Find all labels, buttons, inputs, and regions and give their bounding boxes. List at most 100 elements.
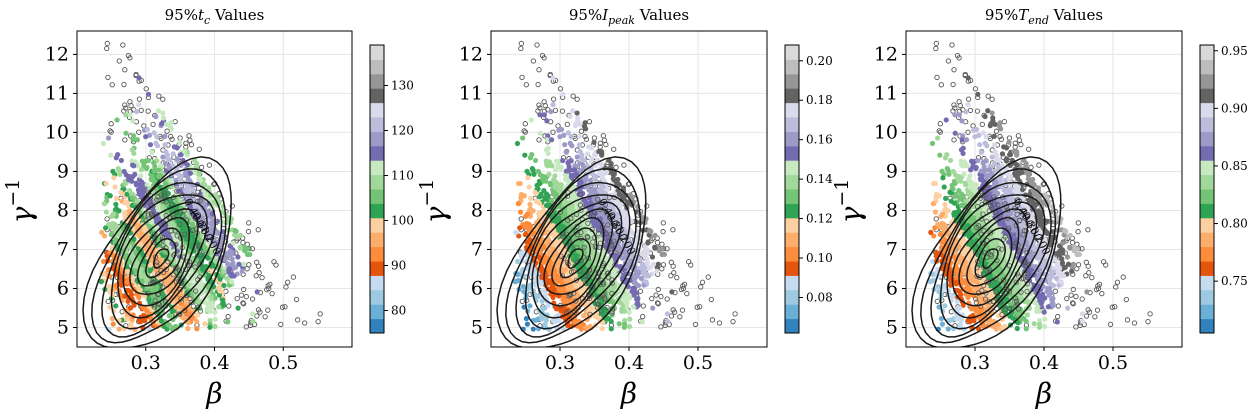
data-point	[548, 182, 554, 188]
outlier-point	[269, 290, 275, 297]
outlier-point	[253, 273, 259, 279]
data-point	[520, 135, 526, 141]
data-point	[130, 137, 136, 143]
data-point	[610, 176, 616, 182]
data-point	[621, 324, 628, 330]
outlier-point	[149, 211, 155, 217]
data-point	[145, 157, 152, 164]
data-point	[532, 189, 538, 195]
outlier-point	[559, 108, 566, 114]
colorbar-tick-label: 80	[391, 304, 406, 318]
outlier-point	[256, 270, 262, 276]
x-tick-label: 0.5	[268, 352, 298, 374]
data-point	[147, 142, 154, 148]
data-point	[202, 244, 208, 250]
data-point	[592, 152, 599, 158]
data-point	[582, 120, 588, 126]
outlier-point	[570, 93, 576, 99]
data-point	[155, 247, 162, 254]
data-point	[142, 258, 148, 264]
colorbar-segment	[370, 189, 384, 204]
outlier-point	[241, 286, 247, 293]
data-point	[166, 165, 173, 171]
data-point	[124, 279, 130, 285]
data-point	[197, 283, 203, 289]
outlier-point	[136, 129, 142, 135]
data-point	[184, 162, 191, 168]
data-point	[145, 91, 152, 97]
data-point	[609, 299, 616, 305]
data-point	[577, 160, 583, 166]
outlier-point	[530, 58, 537, 64]
data-point	[644, 256, 650, 262]
data-point	[517, 180, 523, 187]
data-point	[565, 130, 572, 136]
data-point	[539, 298, 545, 304]
data-point	[224, 275, 230, 282]
data-point	[247, 251, 253, 258]
data-point	[105, 135, 112, 141]
data-point	[556, 317, 562, 324]
data-point	[523, 224, 529, 230]
data-point	[163, 187, 169, 193]
outlier-point	[684, 290, 690, 297]
data-point	[237, 245, 243, 251]
outlier-point	[293, 296, 300, 303]
data-point	[160, 154, 166, 160]
outlier-point	[189, 227, 196, 233]
outlier-point	[678, 286, 685, 293]
outlier-point	[611, 146, 617, 152]
outlier-point	[246, 220, 252, 226]
data-point	[103, 180, 109, 187]
data-point	[184, 188, 190, 194]
outlier-point	[670, 227, 676, 233]
data-point	[177, 175, 183, 181]
outlier-point	[193, 288, 199, 294]
outlier-point	[162, 221, 168, 227]
data-point	[122, 200, 128, 206]
outlier-point	[198, 164, 205, 170]
data-point	[190, 187, 196, 193]
y-tick-label: 5	[57, 316, 69, 338]
data-point	[194, 318, 200, 325]
data-point	[222, 257, 228, 263]
data-point	[220, 301, 227, 307]
data-point	[153, 140, 159, 146]
outlier-point	[621, 162, 627, 168]
data-point	[186, 184, 192, 190]
outlier-point	[174, 188, 180, 194]
data-point	[553, 158, 560, 164]
outlier-point	[658, 293, 664, 300]
data-point	[620, 185, 627, 191]
data-point	[155, 108, 162, 114]
colorbar-tick-label: 130	[391, 79, 414, 93]
outlier-point	[716, 320, 723, 326]
data-point	[113, 206, 119, 212]
data-point	[537, 130, 543, 136]
outlier-point	[613, 164, 619, 170]
outlier-point	[601, 137, 607, 143]
data-point	[530, 167, 536, 173]
outlier-point	[122, 137, 128, 143]
data-point	[568, 134, 574, 140]
data-point	[130, 277, 136, 283]
data-point	[133, 182, 139, 188]
outlier-point	[122, 102, 128, 108]
data-point	[185, 174, 191, 181]
data-point	[155, 173, 161, 179]
outlier-point	[578, 128, 585, 134]
outlier-point	[264, 286, 270, 293]
data-point	[178, 301, 184, 307]
data-point	[151, 178, 157, 184]
outlier-point	[557, 86, 564, 92]
outlier-point	[535, 81, 541, 88]
data-point	[546, 171, 552, 177]
data-point	[531, 171, 537, 177]
outlier-point	[226, 303, 232, 309]
outlier-point	[653, 292, 659, 298]
outlier-point	[282, 304, 288, 310]
data-point	[210, 223, 216, 229]
data-point	[168, 208, 174, 214]
data-point	[532, 157, 539, 164]
